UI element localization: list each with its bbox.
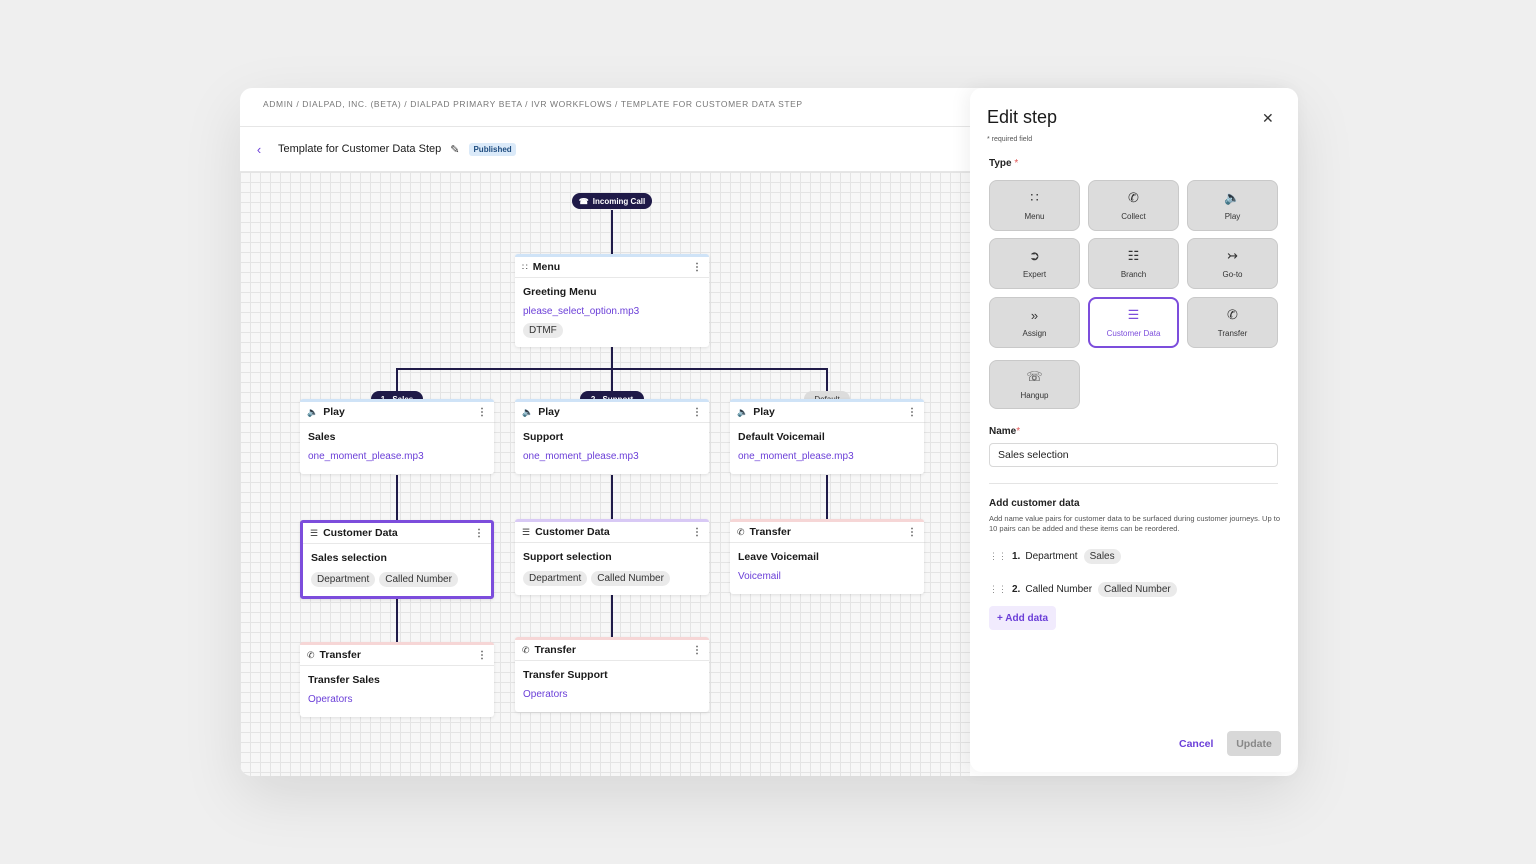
speaker-icon: 🔈 [307,406,319,417]
type-hangup-button[interactable]: ☏ Hangup [989,360,1080,409]
type-transfer-button[interactable]: ✆ Transfer [1187,297,1278,348]
enter-icon: ➲ [1029,248,1040,263]
connector [611,347,613,369]
connector [611,210,613,254]
workflow-canvas[interactable]: ☎ Incoming Call ∷ Menu ⋮ Greeting Menu ple… [240,172,970,776]
branch-icon: ☷ [1127,248,1140,263]
type-customer-data-button[interactable]: ☰ Customer Data [1088,297,1179,348]
name-label: Name* [989,426,1021,437]
transfer-node-support[interactable]: ✆ Transfer ⋮ Transfer Support Operators [515,637,709,712]
type-collect-button[interactable]: ✆ Collect [1088,180,1179,231]
incoming-call-pill[interactable]: ☎ Incoming Call [572,193,652,209]
close-icon[interactable]: ✕ [1262,110,1274,126]
phone-transfer-icon: ✆ [737,526,745,537]
more-options-icon[interactable]: ⋮ [474,527,484,539]
transfer-node-sales[interactable]: ✆ Transfer ⋮ Transfer Sales Operators [300,642,494,717]
list-icon: ☰ [1127,307,1140,322]
data-item[interactable]: ⋮⋮ 2. Called Number Called Number [989,582,1177,597]
transfer-node-voicemail[interactable]: ✆ Transfer ⋮ Leave Voicemail Voicemail [730,519,924,594]
connector [611,593,613,638]
list-icon: ☰ [522,526,531,537]
phone-icon: ☎ [578,196,589,206]
add-section-help: Add name value pairs for customer data t… [989,514,1280,533]
connector [396,475,398,521]
grid-icon: ∷ [1030,190,1039,205]
double-chevron-icon: » [1030,307,1039,323]
phone-transfer-icon: ✆ [1227,307,1238,322]
customer-data-node-support[interactable]: ☰ Customer Data ⋮ Support selection Depart… [515,519,709,595]
type-play-button[interactable]: 🔈 Play [1187,180,1278,231]
type-expert-button[interactable]: ➲ Expert [989,238,1080,289]
speaker-icon: 🔈 [522,406,534,417]
drag-handle-icon[interactable]: ⋮⋮ [989,584,1007,594]
more-options-icon[interactable]: ⋮ [692,644,702,656]
type-goto-button[interactable]: ↣ Go-to [1187,238,1278,289]
workflow-title: Template for Customer Data Step [278,143,442,155]
connector [826,475,828,519]
connector [611,368,613,402]
back-chevron-icon[interactable]: ‹ [256,141,262,157]
divider [989,483,1278,484]
type-label: Type * [989,158,1019,169]
list-icon: ☰ [310,527,319,538]
more-options-icon[interactable]: ⋮ [907,406,917,418]
phone-collect-icon: ✆ [1128,190,1139,205]
edit-pencil-icon[interactable]: ✎ [450,143,460,156]
more-options-icon[interactable]: ⋮ [692,261,702,273]
add-section-title: Add customer data [989,498,1080,509]
data-item[interactable]: ⋮⋮ 1. Department Sales [989,549,1121,564]
phone-transfer-icon: ✆ [307,649,315,660]
required-note: * required field [987,136,1033,143]
title-bar: ‹ Template for Customer Data Step ✎ Publ… [240,127,970,172]
play-node-sales[interactable]: 🔈 Play ⋮ Sales one_moment_please.mp3 [300,399,494,474]
breadcrumb: Admin / Dialpad, Inc. (Beta) / Dialpad P… [240,88,1298,127]
more-options-icon[interactable]: ⋮ [477,649,487,661]
speaker-icon: 🔈 [1224,190,1241,205]
menu-node[interactable]: ∷ Menu ⋮ Greeting Menu please_select_optio… [515,254,709,347]
type-menu-button[interactable]: ∷ Menu [989,180,1080,231]
connector [611,475,613,519]
goto-arrow-icon: ↣ [1227,248,1238,263]
panel-title: Edit step [987,107,1058,127]
update-button[interactable]: Update [1227,731,1281,756]
drag-handle-icon[interactable]: ⋮⋮ [989,551,1007,561]
dtmf-chip: DTMF [523,323,563,338]
status-badge: Published [469,142,516,156]
name-input[interactable] [989,443,1278,467]
play-node-support[interactable]: 🔈 Play ⋮ Support one_moment_please.mp3 [515,399,709,474]
add-data-button[interactable]: + Add data [989,606,1057,630]
customer-data-node-sales[interactable]: ☰ Customer Data ⋮ Sales selection Departme… [300,520,494,599]
speaker-icon: 🔈 [737,406,749,417]
type-assign-button[interactable]: » Assign [989,297,1080,348]
more-options-icon[interactable]: ⋮ [692,406,702,418]
phone-transfer-icon: ✆ [522,644,530,655]
connector [396,368,398,402]
connector [826,368,828,402]
more-options-icon[interactable]: ⋮ [477,406,487,418]
connector [396,597,398,643]
type-branch-button[interactable]: ☷ Branch [1088,238,1179,289]
grid-icon: ∷ [522,261,528,272]
edit-step-panel: Edit step * required field ✕ Type * ∷ Men… [970,88,1298,772]
more-options-icon[interactable]: ⋮ [692,526,702,538]
hangup-icon: ☏ [1026,369,1043,384]
more-options-icon[interactable]: ⋮ [907,526,917,538]
cancel-button[interactable]: Cancel [1179,738,1214,750]
play-node-default[interactable]: 🔈 Play ⋮ Default Voicemail one_moment_pleas… [730,399,924,474]
